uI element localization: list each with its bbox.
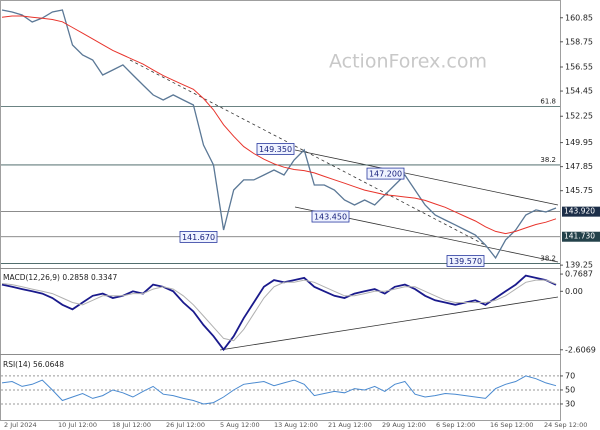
x-tick-label: 10 Jul 12:00: [58, 421, 97, 429]
panel-label: MACD(12,26,9) 0.2858 0.3347: [3, 273, 117, 282]
price-box-label: 143.920: [564, 207, 595, 216]
x-tick-label: 13 Aug 12:00: [274, 421, 318, 429]
y-tick-label: 160.85: [565, 13, 593, 22]
y-tick-label: 154.45: [565, 87, 593, 96]
price-box: [562, 231, 600, 242]
y-tick-label: 158.75: [565, 37, 593, 46]
rsi-panel: [0, 354, 561, 421]
fib-label: 38.2: [540, 156, 556, 164]
x-tick-label: 6 Sep 12:00: [436, 421, 475, 429]
series-line: [1, 15, 557, 235]
watermark: ActionForex.com: [329, 51, 487, 73]
y-tick-label: -2.6069: [565, 345, 596, 354]
x-tick-label: 2 Jul 2024: [4, 421, 37, 429]
channel-line: [294, 149, 559, 206]
panel-frames: [0, 0, 561, 421]
macd-trend-line: [219, 296, 559, 351]
y-tick-label: 149.95: [565, 138, 593, 147]
series-line: [1, 9, 557, 260]
annotation-label: 141.670: [182, 233, 215, 242]
x-tick-label: 29 Aug 12:00: [382, 421, 426, 429]
fib-label: 38.2: [540, 254, 556, 262]
y-tick-label: 145.75: [565, 186, 593, 195]
annotation-label: 143.450: [314, 213, 347, 222]
y-tick-label: 147.85: [565, 162, 593, 171]
y-tick-label: 0.7687: [565, 270, 593, 279]
y-tick-label: 139.25: [565, 261, 593, 270]
x-tick-label: 21 Aug 12:00: [328, 421, 372, 429]
price-box: [562, 206, 600, 217]
x-tick-label: 26 Jul 12:00: [166, 421, 205, 429]
annotation-box: [256, 143, 295, 155]
fib-label: 61.8: [540, 98, 556, 106]
annotation-label: 149.350: [259, 145, 292, 154]
annotation-label: 147.200: [369, 170, 402, 179]
y-tick-label: 156.55: [565, 63, 593, 72]
price-box-label: 141.730: [564, 232, 595, 241]
annotation-box: [311, 210, 350, 223]
x-tick-label: 24 Sep 12:00: [544, 421, 587, 429]
annotation-label: 139.570: [449, 257, 482, 266]
y-tick-label: 152.25: [565, 112, 593, 121]
x-tick-label: 5 Aug 12:00: [220, 421, 260, 429]
x-tick-label: 16 Sep 12:00: [490, 421, 533, 429]
y-tick-label: 70: [565, 371, 575, 380]
y-tick-label: 30: [565, 399, 575, 408]
series-line: [1, 279, 557, 342]
annotation-box: [446, 255, 485, 267]
y-tick-label: 50: [565, 385, 575, 394]
series-line: [1, 375, 557, 405]
panel-label: RSI(14) 56.0648: [3, 360, 64, 369]
annotation-box: [366, 167, 405, 180]
y-tick-label: 0.00: [565, 287, 583, 296]
annotation-box: [179, 231, 218, 243]
x-tick-label: 18 Jul 12:00: [112, 421, 151, 429]
